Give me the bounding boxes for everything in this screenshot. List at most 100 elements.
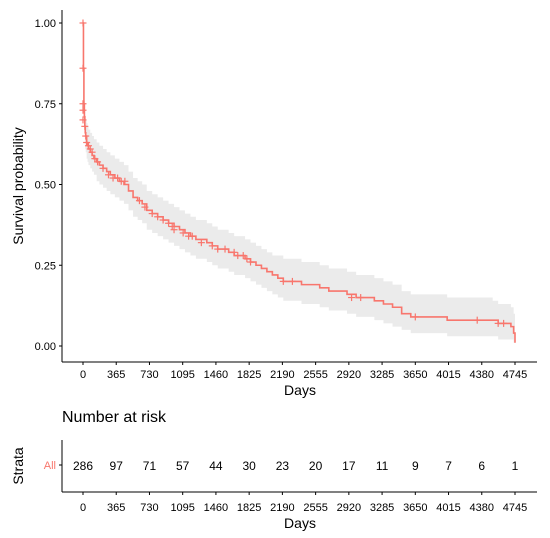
risk-values: 286 97 71 57 44 30 23 20 17 11 9 7 6 1: [73, 459, 519, 473]
censor-mark: [81, 122, 89, 130]
risk-x-tick-label: 2555: [303, 502, 327, 514]
censor-mark: [82, 132, 90, 140]
risk-x-tick-label: 4745: [503, 502, 527, 514]
censor-mark: [79, 116, 87, 124]
x-tick-label: 365: [107, 369, 125, 381]
confidence-band: [83, 23, 515, 346]
risk-value: 7: [445, 459, 452, 473]
censor-mark: [141, 203, 149, 211]
censor-mark: [348, 294, 356, 302]
risk-row-label: All: [44, 460, 56, 472]
x-tick-label: 2920: [337, 369, 361, 381]
censor-mark: [247, 258, 255, 266]
risk-value: 20: [309, 459, 323, 473]
x-tick-label: 2190: [270, 369, 294, 381]
y-axis-ticks: 0.00 0.25 0.50 0.75 1.00: [35, 18, 62, 353]
y-tick-label: 0.50: [35, 180, 56, 192]
risk-value: 23: [276, 459, 290, 473]
censor-mark: [154, 213, 162, 221]
censor-mark: [357, 294, 365, 302]
risk-y-axis-title: Strata: [10, 447, 26, 485]
y-axis-title: Survival probability: [10, 127, 26, 245]
risk-value: 286: [73, 459, 93, 473]
x-tick-label: 1825: [237, 369, 261, 381]
risk-x-tick-label: 4015: [436, 502, 460, 514]
risk-x-tick-label: 1825: [237, 502, 261, 514]
censor-mark: [88, 148, 96, 156]
x-tick-label: 4015: [436, 369, 460, 381]
risk-x-tick-label: 2190: [270, 502, 294, 514]
risk-value: 97: [110, 459, 124, 473]
censor-mark: [243, 255, 251, 263]
x-axis-ticks: 0 365 730 1095 1460 1825 2190 2555 2920 3285 3650 4…: [80, 362, 527, 381]
censor-mark: [473, 316, 481, 324]
y-tick-label: 1.00: [35, 18, 56, 30]
x-tick-label: 730: [140, 369, 158, 381]
censor-mark: [411, 313, 419, 321]
risk-x-tick-label: 1095: [170, 502, 194, 514]
x-tick-label: 3650: [403, 369, 427, 381]
censor-mark: [239, 252, 247, 260]
censor-mark: [79, 64, 87, 72]
x-tick-label: 4380: [470, 369, 494, 381]
censor-mark: [79, 19, 87, 27]
risk-x-tick-label: 3285: [370, 502, 394, 514]
x-tick-label: 1095: [170, 369, 194, 381]
censor-mark: [288, 277, 296, 285]
survival-curve-line: [82, 22, 516, 343]
y-tick-label: 0.25: [35, 260, 56, 272]
risk-value: 17: [342, 459, 356, 473]
risk-value: 11: [376, 459, 389, 473]
risk-value: 57: [176, 459, 190, 473]
x-axis-title: Days: [284, 382, 316, 398]
risk-x-tick-label: 4380: [470, 502, 494, 514]
censor-mark: [208, 242, 216, 250]
risk-value: 30: [242, 459, 256, 473]
censor-mark: [279, 277, 287, 285]
censor-mark: [197, 239, 205, 247]
risk-table: Number at risk All Strata 286 97 71 57 44 30 2…: [10, 409, 537, 531]
risk-table-title: Number at risk: [62, 409, 167, 426]
censor-mark: [214, 245, 222, 253]
censor-mark: [148, 210, 156, 218]
censor-mark: [179, 229, 187, 237]
censor-mark: [221, 245, 229, 253]
censor-mark: [135, 197, 143, 205]
survival-plot: 0.00 0.25 0.50 0.75 1.00 0 365 730 1095 1460 1825…: [10, 10, 537, 398]
risk-x-tick-label: 1460: [204, 502, 228, 514]
y-tick-label: 0.00: [35, 341, 56, 353]
risk-x-tick-label: 365: [107, 502, 125, 514]
risk-x-tick-label: 3650: [403, 502, 427, 514]
risk-x-tick-label: 730: [140, 502, 158, 514]
risk-x-axis-title: Days: [284, 515, 316, 531]
censor-mark: [121, 177, 129, 185]
censor-mark: [165, 219, 173, 227]
censor-mark: [188, 232, 196, 240]
x-tick-label: 2555: [303, 369, 327, 381]
censor-mark: [79, 100, 87, 108]
x-tick-label: 1460: [204, 369, 228, 381]
censor-mark: [114, 174, 122, 182]
x-tick-label: 3285: [370, 369, 394, 381]
censor-mark: [159, 216, 167, 224]
censor-marks: [79, 19, 508, 327]
censor-mark: [230, 248, 238, 256]
risk-x-tick-label: 2920: [337, 502, 361, 514]
x-tick-label: 0: [80, 369, 86, 381]
x-tick-label: 4745: [503, 369, 527, 381]
censor-mark: [99, 164, 107, 172]
risk-value: 9: [412, 459, 419, 473]
risk-value: 1: [512, 459, 519, 473]
censor-mark: [500, 319, 508, 327]
risk-value: 71: [143, 459, 157, 473]
risk-value: 44: [209, 459, 223, 473]
censor-mark: [170, 226, 178, 234]
y-tick-label: 0.75: [35, 99, 56, 111]
censor-mark: [79, 106, 87, 114]
risk-x-tick-label: 0: [80, 502, 86, 514]
censor-mark: [94, 158, 102, 166]
censor-mark: [104, 171, 112, 179]
risk-x-axis-ticks: 0 365 730 1095 1460 1825 2190 2555 2920 3285 3650 4…: [80, 492, 527, 514]
risk-value: 6: [478, 459, 485, 473]
